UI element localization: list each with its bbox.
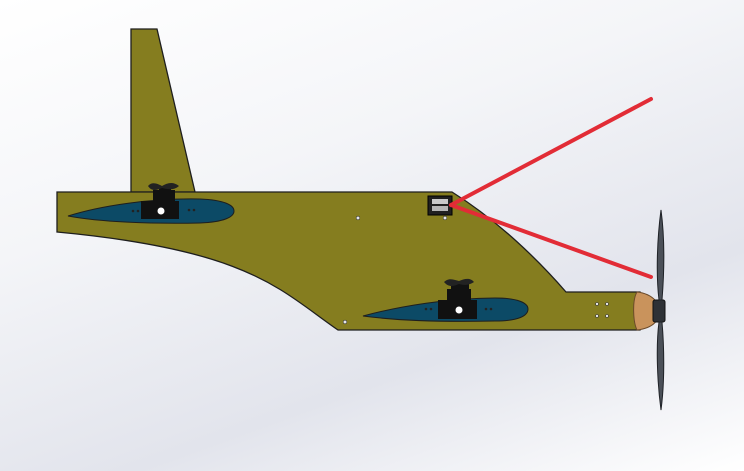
fuselage-body: [56, 191, 641, 331]
fastener-holes: [342, 215, 609, 325]
propeller-hub: [652, 299, 666, 323]
red-leader-lines: [449, 97, 653, 279]
servo-icon: [131, 182, 196, 219]
propeller-icon: [656, 209, 665, 411]
servo-icon: [424, 278, 493, 319]
tail-fin: [130, 28, 196, 193]
sensor-box-icon: [427, 195, 453, 216]
